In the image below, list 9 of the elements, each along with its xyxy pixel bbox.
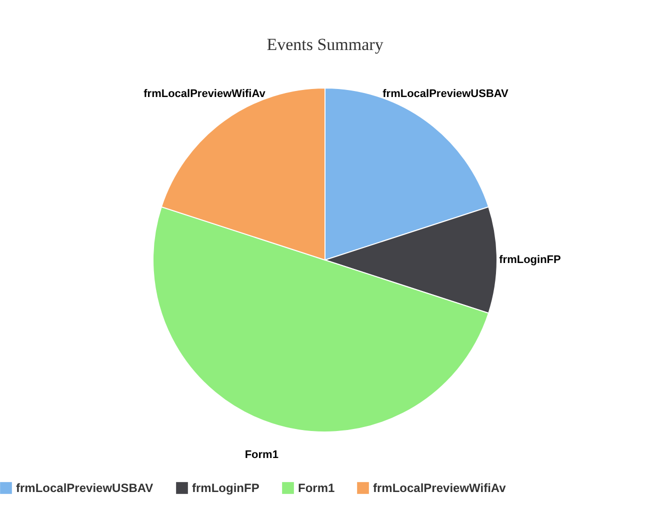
- slice-label: frmLocalPreviewUSBAV: [382, 88, 510, 100]
- legend-label: Form1: [298, 481, 335, 495]
- slice-label: Form1: [244, 448, 278, 461]
- legend-label: frmLocalPreviewWifiAv: [373, 481, 506, 495]
- slice-label: frmLocalPreviewWifiAv: [144, 88, 266, 100]
- legend-label: frmLocalPreviewUSBAV: [16, 481, 154, 495]
- slice-label: frmLoginFP: [499, 254, 561, 266]
- chart-title: Events Summary: [266, 35, 384, 54]
- legend-label: frmLoginFP: [192, 481, 260, 495]
